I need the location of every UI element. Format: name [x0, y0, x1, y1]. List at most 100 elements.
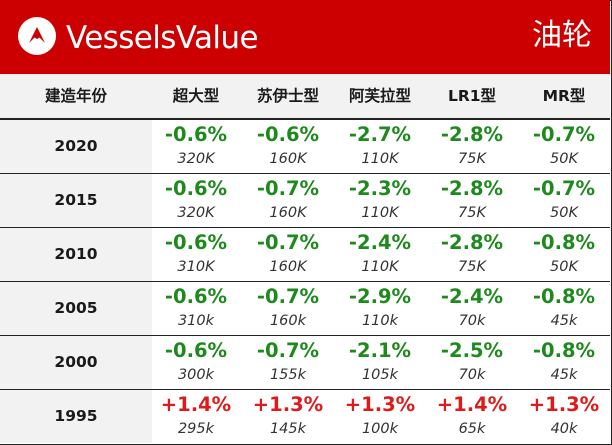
- price-change: -0.6%: [256, 123, 320, 146]
- vessel-value: 160K: [269, 205, 307, 221]
- value-cell: -0.8% 45k: [518, 336, 610, 389]
- price-change: +1.4%: [436, 393, 508, 416]
- value-cell: -0.7% 50K: [518, 174, 610, 227]
- value-cell: -2.7% 110K: [334, 120, 426, 173]
- vessel-value: 300k: [177, 367, 215, 383]
- value-cell: -2.8% 75K: [426, 228, 518, 281]
- value-cell: -0.7% 155k: [242, 336, 334, 389]
- brand-name: VesselsValue: [66, 20, 259, 56]
- vessel-value: 45k: [550, 313, 578, 329]
- column-header-aframax: 阿芙拉型: [348, 87, 411, 105]
- value-cell: -0.7% 160k: [242, 282, 334, 335]
- value-cell: -0.6% 310k: [150, 282, 242, 335]
- vessel-value: 75K: [458, 259, 486, 275]
- vessel-value: 50K: [550, 205, 578, 221]
- column-header-mr: MR型: [542, 87, 586, 105]
- vessel-value: 75K: [458, 205, 486, 221]
- value-cell: -2.4% 110K: [334, 228, 426, 281]
- price-change: -0.7%: [532, 177, 596, 200]
- price-change: -2.4%: [440, 285, 504, 308]
- price-change: -2.1%: [348, 339, 412, 362]
- price-change: -0.7%: [256, 339, 320, 362]
- value-cell: -2.3% 110K: [334, 174, 426, 227]
- vessel-value: 155k: [269, 367, 307, 383]
- price-change: -0.7%: [256, 177, 320, 200]
- price-change: -2.5%: [440, 339, 504, 362]
- price-change: -0.6%: [164, 339, 228, 362]
- value-cell: -0.8% 50K: [518, 228, 610, 281]
- vessel-value: 70k: [458, 313, 486, 329]
- price-change: -0.7%: [256, 285, 320, 308]
- value-cell: -2.4% 70k: [426, 282, 518, 335]
- valuation-table: 建造年份 超大型 苏伊士型 阿芙拉型 LR1型 MR型 2020 -0.6% 320…: [0, 74, 610, 444]
- value-cell: +1.3% 40k: [518, 390, 610, 443]
- value-cell: -2.1% 105k: [334, 336, 426, 389]
- year-cell: 2005: [0, 282, 152, 335]
- column-header-build-year: 建造年份: [44, 87, 107, 105]
- vessel-value: 160k: [269, 313, 307, 329]
- row-divider: [0, 173, 610, 174]
- price-change: -2.3%: [348, 177, 412, 200]
- value-cell: -0.6% 320K: [150, 120, 242, 173]
- vessel-value: 295k: [177, 421, 215, 437]
- value-cell: -2.8% 75K: [426, 174, 518, 227]
- value-cell: -0.6% 300k: [150, 336, 242, 389]
- price-change: -0.8%: [532, 231, 596, 254]
- header-banner: VesselsValue 油轮: [0, 0, 610, 74]
- price-change: -0.6%: [164, 285, 228, 308]
- price-change: +1.3%: [528, 393, 600, 416]
- table-header-row: 建造年份 超大型 苏伊士型 阿芙拉型 LR1型 MR型: [0, 74, 610, 119]
- price-change: +1.3%: [252, 393, 324, 416]
- value-cell: +1.3% 100k: [334, 390, 426, 443]
- vessel-value: 160K: [269, 259, 307, 275]
- year-cell: 1995: [0, 390, 152, 443]
- price-change: -0.8%: [532, 339, 596, 362]
- value-cell: +1.4% 295k: [150, 390, 242, 443]
- value-cell: -0.6% 310K: [150, 228, 242, 281]
- vessel-value: 50K: [550, 259, 578, 275]
- year-cell: 2010: [0, 228, 152, 281]
- vessel-value: 105k: [361, 367, 399, 383]
- vesselsvalue-logo-icon: [18, 17, 56, 55]
- price-change: +1.4%: [160, 393, 232, 416]
- vessel-value: 320K: [177, 151, 215, 167]
- value-cell: -2.9% 110k: [334, 282, 426, 335]
- value-cell: -2.5% 70k: [426, 336, 518, 389]
- value-cell: -0.6% 160K: [242, 120, 334, 173]
- vessel-value: 75K: [458, 151, 486, 167]
- value-cell: +1.4% 65k: [426, 390, 518, 443]
- price-change: -2.8%: [440, 177, 504, 200]
- vessel-value: 100k: [361, 421, 399, 437]
- vessel-value: 110K: [361, 259, 399, 275]
- value-cell: +1.3% 145k: [242, 390, 334, 443]
- vessel-value: 110K: [361, 151, 399, 167]
- header-divider: [0, 118, 610, 120]
- vessel-value: 310K: [177, 259, 215, 275]
- column-header-suezmax: 苏伊士型: [256, 87, 319, 105]
- vessel-value: 110K: [361, 205, 399, 221]
- value-cell: -0.7% 160K: [242, 174, 334, 227]
- price-change: -0.7%: [256, 231, 320, 254]
- price-change: +1.3%: [344, 393, 416, 416]
- value-cell: -0.7% 50K: [518, 120, 610, 173]
- vessel-value: 50K: [550, 151, 578, 167]
- price-change: -2.8%: [440, 231, 504, 254]
- price-change: -0.7%: [532, 123, 596, 146]
- year-cell: 2000: [0, 336, 152, 389]
- price-change: -2.8%: [440, 123, 504, 146]
- vessel-value: 310k: [177, 313, 215, 329]
- price-change: -2.9%: [348, 285, 412, 308]
- row-divider: [0, 335, 610, 336]
- vessel-value: 110k: [361, 313, 399, 329]
- page-title: 油轮: [532, 18, 592, 53]
- year-cell: 2020: [0, 120, 152, 173]
- row-divider: [0, 389, 610, 390]
- vessel-value: 40k: [550, 421, 578, 437]
- price-change: -0.6%: [164, 231, 228, 254]
- vessel-value: 65k: [458, 421, 486, 437]
- vessel-value: 145k: [269, 421, 307, 437]
- row-divider: [0, 281, 610, 282]
- price-change: -2.4%: [348, 231, 412, 254]
- column-header-lr1: LR1型: [447, 87, 497, 105]
- column-header-vlcc: 超大型: [172, 87, 220, 105]
